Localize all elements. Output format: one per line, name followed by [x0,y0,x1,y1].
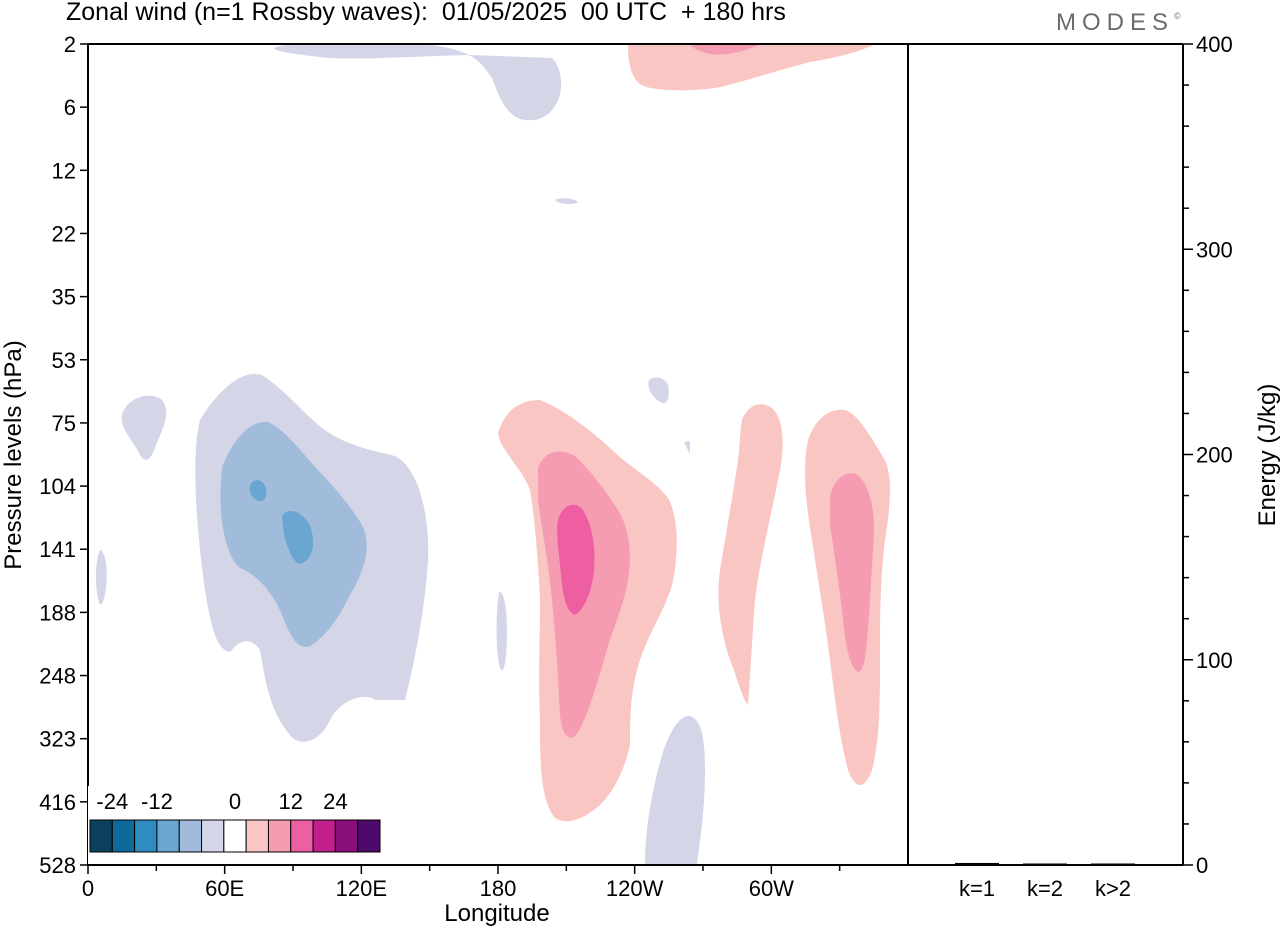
y-tick-label: 6 [64,95,76,120]
energy-tick-label: 200 [1196,443,1233,468]
x-axis-label: Longitude [444,900,549,927]
contour-neg-tiny [684,441,690,454]
y-tick-label: 104 [39,474,76,499]
x-tick-label: 0 [82,876,94,901]
chart-title: Zonal wind (n=1 Rossby waves): 01/05/202… [66,0,786,26]
y-tick-label: 12 [52,158,76,183]
colorbar: -24 -12 0 12 24 [88,786,382,864]
colorbar-swatch [245,819,269,853]
y-tick-label: 416 [39,790,76,815]
x-axis-ticks: 0 60E 120E 180 120W 60W [82,865,841,901]
contour-pos-cap-top-core [690,44,760,55]
y-tick-label: 53 [52,348,76,373]
contour-neg-cap-top [274,44,562,121]
x-tick-label: 60W [749,876,794,901]
contour-neg-blob-mid [648,377,669,404]
contour-neg-blob-left [121,395,167,460]
colorbar-swatch [312,819,336,853]
colorbar-swatch [156,819,180,853]
energy-tick-label: 400 [1196,32,1233,57]
energy-tick-label: 0 [1196,853,1208,878]
contour-neg-column [645,715,705,864]
colorbar-label: 24 [323,789,347,814]
colorbar-label: 12 [279,789,303,814]
x-tick-label: 120E [336,876,387,901]
colorbar-swatch [357,819,381,853]
y-tick-label: 2 [64,32,76,57]
x-tick-label: 180 [480,876,517,901]
contour-neg-18-core-b [282,511,314,564]
colorbar-swatch [134,819,158,853]
energy-category-label: k=1 [959,876,995,901]
contour-pos-lobe-60w [718,404,783,705]
y-tick-label: 141 [39,537,76,562]
energy-tick-label: 300 [1196,237,1233,262]
y-axis-ticks: 2 6 12 22 35 53 75 104 141 188 248 323 416 528 [39,32,88,878]
colorbar-label: -24 [96,789,128,814]
contour-pos-12-east [830,473,875,672]
y-tick-label: 22 [52,221,76,246]
contour-neg-blob-small [555,198,578,205]
colorbar-swatch [334,819,359,853]
energy-category-label: k>2 [1095,876,1131,901]
energy-bar [1023,863,1067,865]
contour-pos-cap-top [628,44,875,91]
colorbar-label: 0 [229,789,241,814]
colorbar-swatch [178,819,203,853]
energy-axis-ticks: 0 100 200 300 400 [1183,32,1233,878]
contour-neg-18-core-a [249,480,267,502]
y-tick-label: 323 [39,727,76,752]
logo-mark: © [1174,11,1181,21]
logo-text: MODES [1056,9,1175,36]
contour-pos-18-dateline [557,504,595,615]
modes-logo: MODES© [1056,9,1181,37]
x-tick-label: 120W [606,876,664,901]
y-tick-label: 528 [39,853,76,878]
colorbar-swatch [201,819,225,853]
y-tick-label: 188 [39,600,76,625]
energy-category-label: k=2 [1027,876,1063,901]
energy-tick-label: 100 [1196,648,1233,673]
x-tick-label: 60E [205,876,244,901]
energy-bar [1091,863,1135,865]
energy-bar [955,862,999,865]
contour-field [95,44,890,864]
contour-neg-sliver-left [95,550,107,605]
colorbar-swatch [267,819,292,853]
colorbar-swatch [89,819,113,853]
y-tick-label: 75 [52,411,76,436]
y-axis-label: Pressure levels (hPa) [0,340,27,569]
energy-axis-label: Energy (J/kg) [1254,384,1280,527]
y-tick-label: 35 [52,285,76,310]
colorbar-swatch [223,819,247,853]
energy-bars: k=1 k=2 k>2 [955,862,1135,901]
colorbar-swatch [290,819,314,853]
colorbar-swatch [111,819,136,853]
y-tick-label: 248 [39,664,76,689]
contour-neg-sliver-mid [496,591,507,671]
colorbar-label: -12 [141,789,173,814]
